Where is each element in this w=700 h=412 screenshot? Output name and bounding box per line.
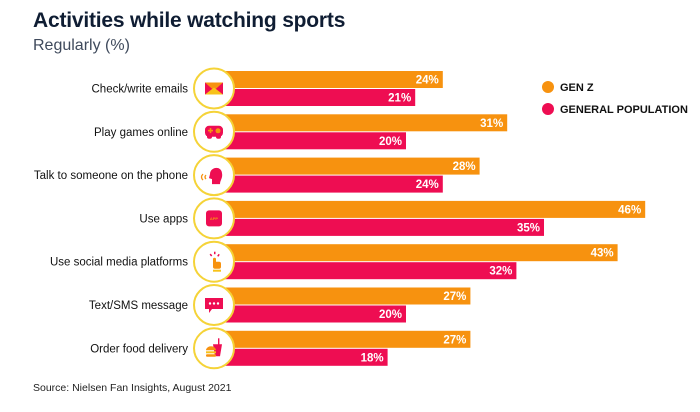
bar-genz [222, 287, 471, 305]
data-label: 24% [416, 75, 439, 87]
app-icon: APP [206, 210, 222, 227]
bar-group: 31% 20% Play games online [94, 110, 508, 153]
legend: GEN Z GENERAL POPULATION [542, 81, 688, 116]
bar-group: 27% 18% Order food delivery [90, 327, 471, 370]
bar-group: 43% 32% Use social media platforms [50, 240, 618, 283]
data-label: 18% [361, 352, 384, 364]
envelope-icon [205, 82, 223, 95]
data-label: 43% [591, 248, 614, 260]
bar-general-population [222, 175, 443, 193]
data-label: 35% [517, 222, 540, 234]
chart-subtitle: Regularly (%) [33, 37, 130, 54]
chart-title: Activities while watching sports [33, 9, 346, 32]
bar-genz [222, 200, 646, 218]
bar-group: 27% 20% Text/SMS message [89, 284, 471, 326]
gamepad-icon [205, 125, 223, 139]
data-label: 28% [453, 161, 476, 173]
legend-label: GENERAL POPULATION [560, 104, 688, 116]
data-label: 20% [379, 309, 402, 321]
tap-finger-icon [209, 251, 221, 272]
bar-genz [222, 330, 471, 348]
category-label: Check/write emails [92, 84, 189, 96]
bar-general-population [222, 218, 544, 236]
bar-genz [222, 71, 443, 88]
data-label: 46% [618, 204, 641, 216]
bar-general-population [222, 305, 406, 323]
bar-genz [222, 114, 508, 132]
bar-general-population [222, 348, 388, 366]
speaking-head-icon [200, 167, 223, 185]
legend-marker-general-population [542, 103, 554, 115]
data-label: 27% [443, 291, 466, 303]
category-label: Order food delivery [90, 343, 188, 355]
svg-text:APP: APP [210, 216, 219, 221]
bar-group: 24% 21% Check/write emails [92, 67, 443, 110]
bar-group: 28% 24% Talk to someone on the phone [34, 154, 480, 197]
bar-general-population [222, 132, 406, 150]
bar-genz [222, 157, 480, 175]
category-label: Use social media platforms [50, 257, 188, 269]
source-note: Source: Nielsen Fan Insights, August 202… [33, 382, 232, 394]
category-label: Talk to someone on the phone [34, 170, 188, 182]
data-label: 20% [379, 136, 402, 148]
data-label: 27% [443, 334, 466, 346]
category-label: Play games online [94, 127, 188, 139]
data-label: 24% [416, 179, 439, 191]
category-label: Text/SMS message [89, 300, 188, 312]
bar-group: 46% 35% APP Use apps [139, 197, 646, 240]
food-drink-icon [206, 338, 222, 357]
bar-general-population [222, 89, 416, 106]
legend-label: GEN Z [560, 82, 594, 94]
data-label: 32% [489, 266, 512, 278]
legend-marker-genz [542, 81, 554, 93]
category-label: Use apps [139, 213, 188, 225]
data-label: 31% [480, 118, 503, 130]
bar-genz [222, 244, 618, 262]
data-label: 21% [388, 93, 411, 105]
chat-bubble-icon [205, 298, 223, 313]
bar-general-population [222, 262, 517, 280]
